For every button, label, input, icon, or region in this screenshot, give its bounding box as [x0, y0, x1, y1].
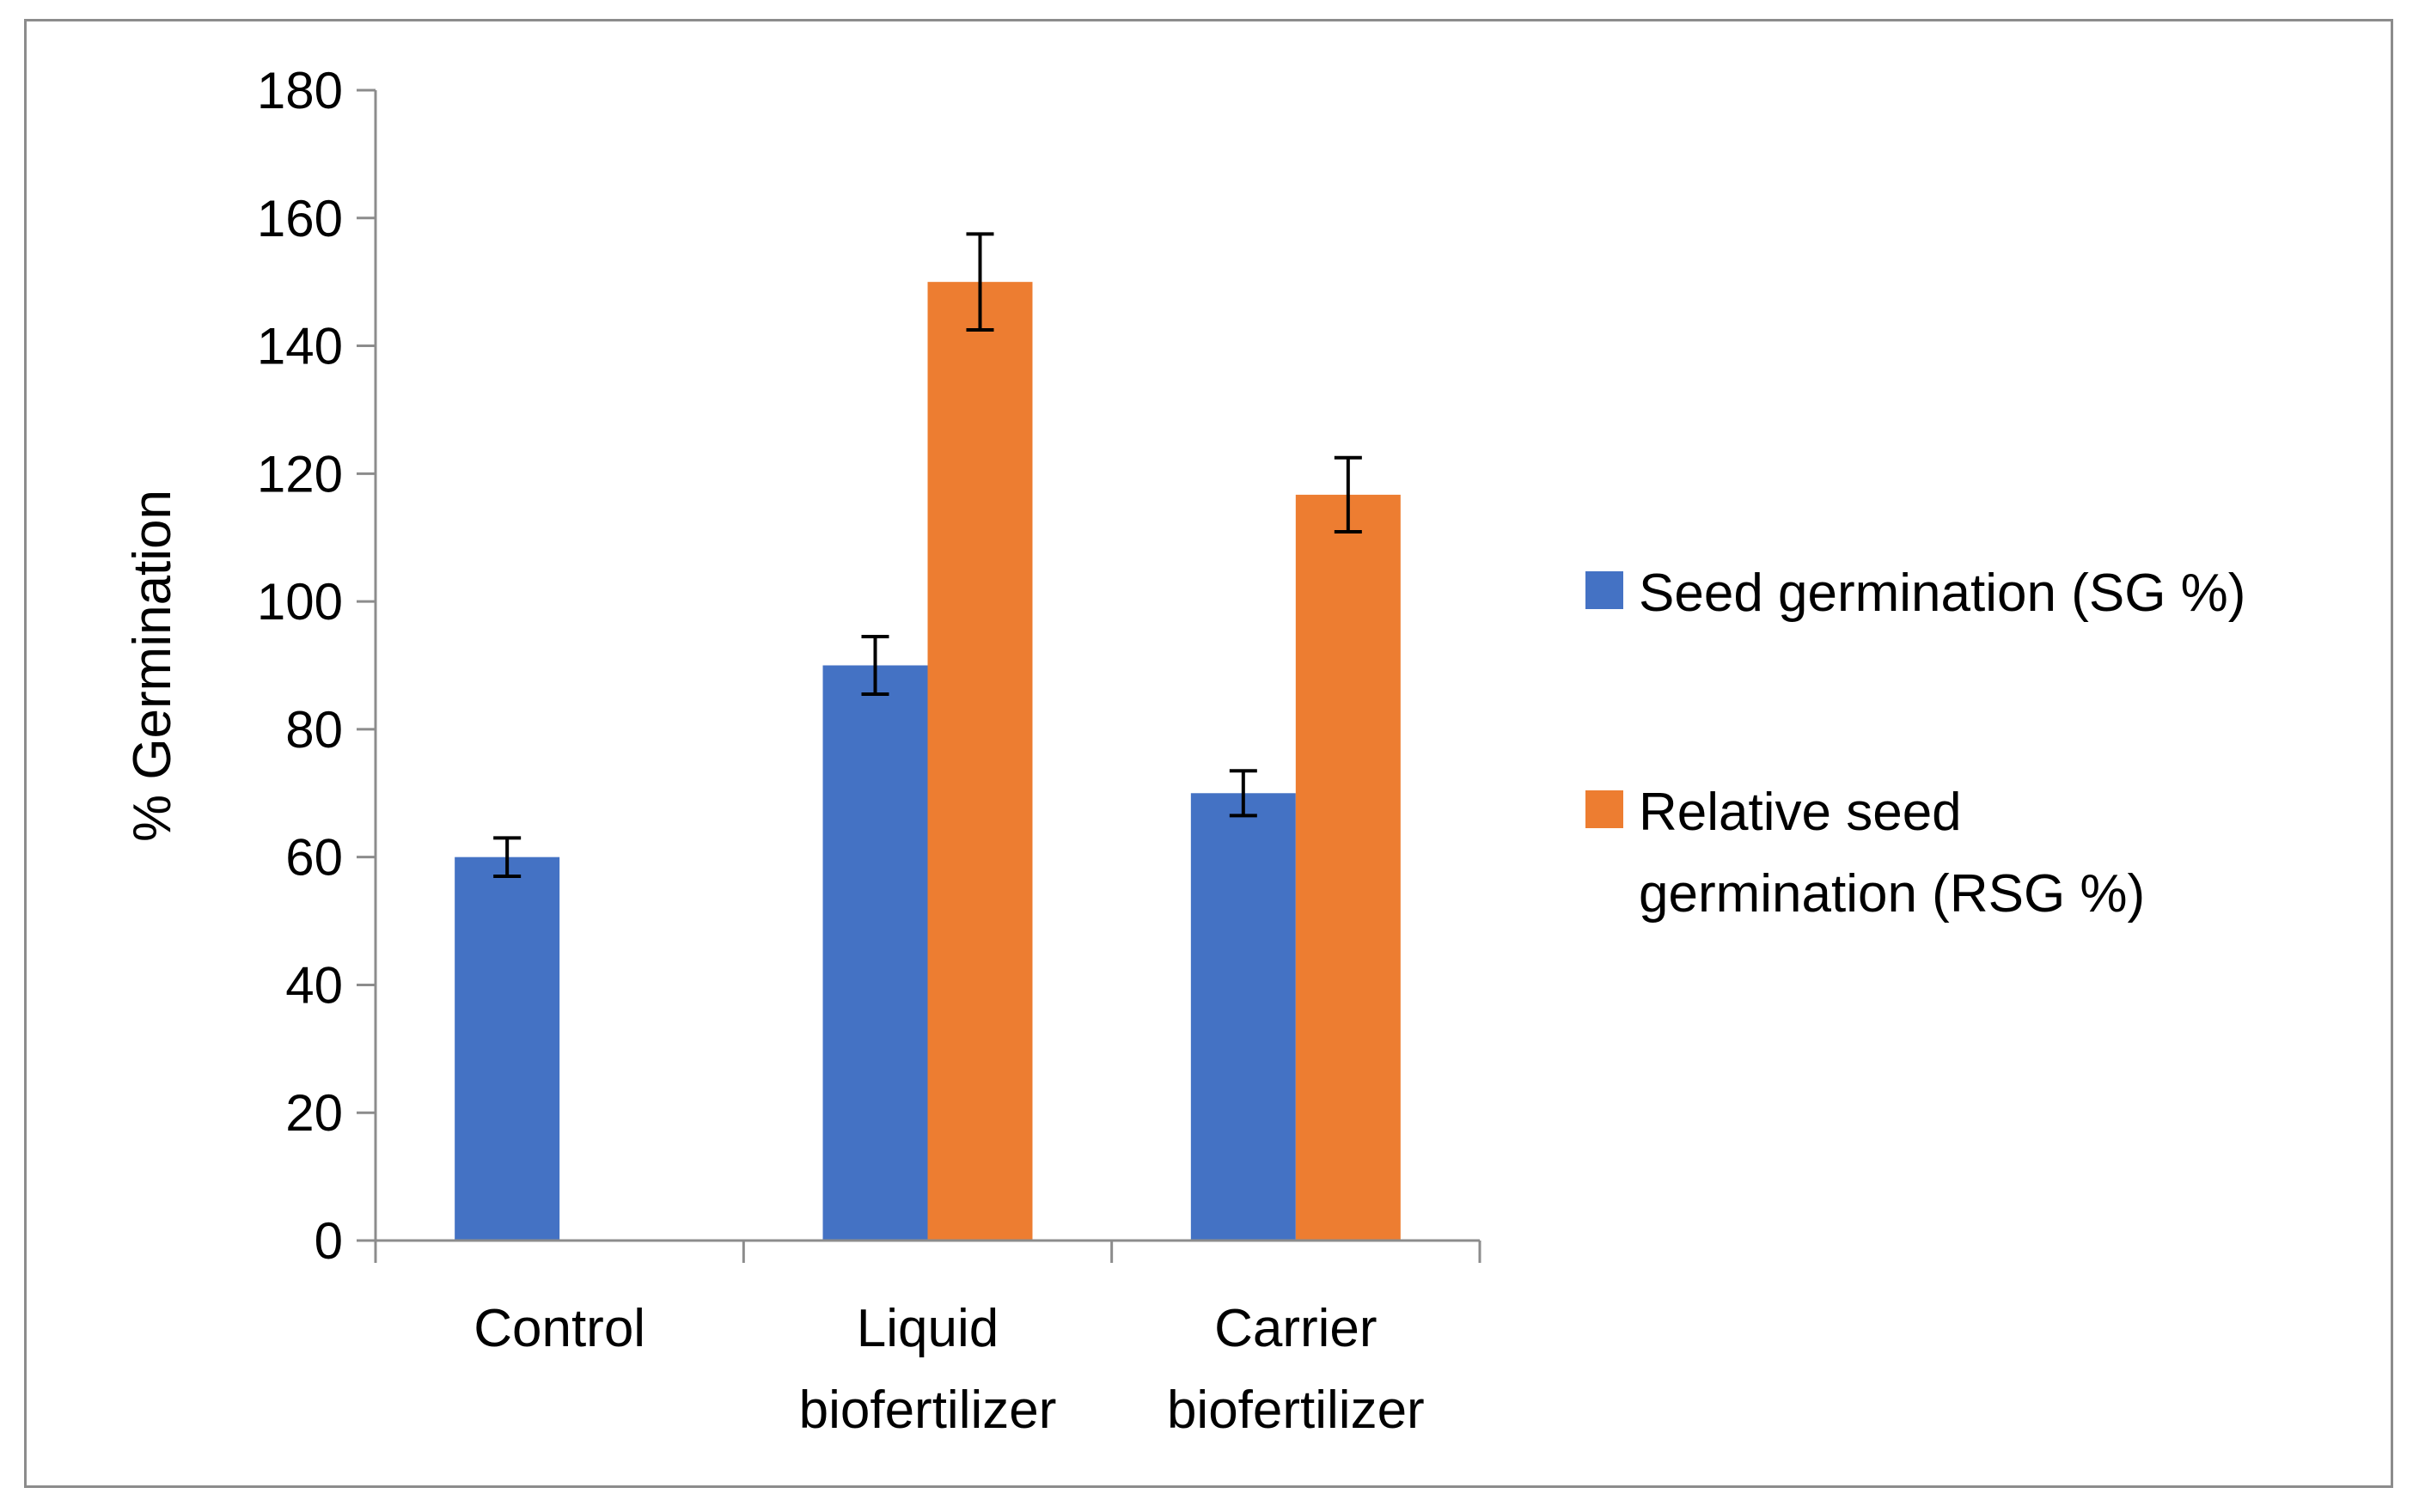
y-tick-label: 20: [285, 1084, 343, 1142]
bars-layer: [455, 282, 1401, 1241]
chart-frame: [24, 19, 2393, 1488]
legend-swatch-rsg: [1585, 790, 1623, 828]
y-tick-label: 180: [257, 62, 343, 119]
axes-layer: [357, 88, 1481, 1263]
y-tick-label: 100: [257, 573, 343, 631]
bar-rsg-2: [1295, 494, 1401, 1241]
y-tick-label: 120: [257, 445, 343, 503]
bar-sg-0: [455, 857, 560, 1241]
x-category-label: biofertilizer: [799, 1381, 1057, 1440]
x-category-label: Control: [473, 1299, 645, 1358]
error-bars-layer: [493, 232, 1362, 878]
bar-rsg-1: [927, 282, 1033, 1241]
legend-label-rsg: Relative seed: [1639, 783, 1962, 842]
y-axis-title: % Germination: [123, 490, 182, 842]
y-tick-label: 60: [285, 829, 343, 887]
y-tick-label: 0: [315, 1212, 343, 1270]
legend-label-sg: Seed germination (SG %): [1639, 564, 2245, 623]
y-tick-label: 80: [285, 701, 343, 759]
bar-sg-1: [822, 665, 928, 1241]
legend-swatch-sg: [1585, 571, 1623, 609]
y-tick-label: 40: [285, 956, 343, 1014]
x-category-label: biofertilizer: [1167, 1381, 1425, 1440]
y-tick-label: 160: [257, 190, 343, 247]
y-tick-label: 140: [257, 318, 343, 375]
legend-label-rsg: germination (RSG %): [1639, 864, 2145, 924]
legend: Seed germination (SG %) Relative seed germ…: [1585, 564, 2245, 924]
x-category-label: Liquid: [857, 1299, 999, 1358]
x-category-label: Carrier: [1214, 1299, 1377, 1358]
labels-layer: 0 20 40 60 80 100 120 140 160 180 Control Liquid bio…: [123, 62, 1425, 1440]
bar-sg-2: [1190, 793, 1296, 1241]
